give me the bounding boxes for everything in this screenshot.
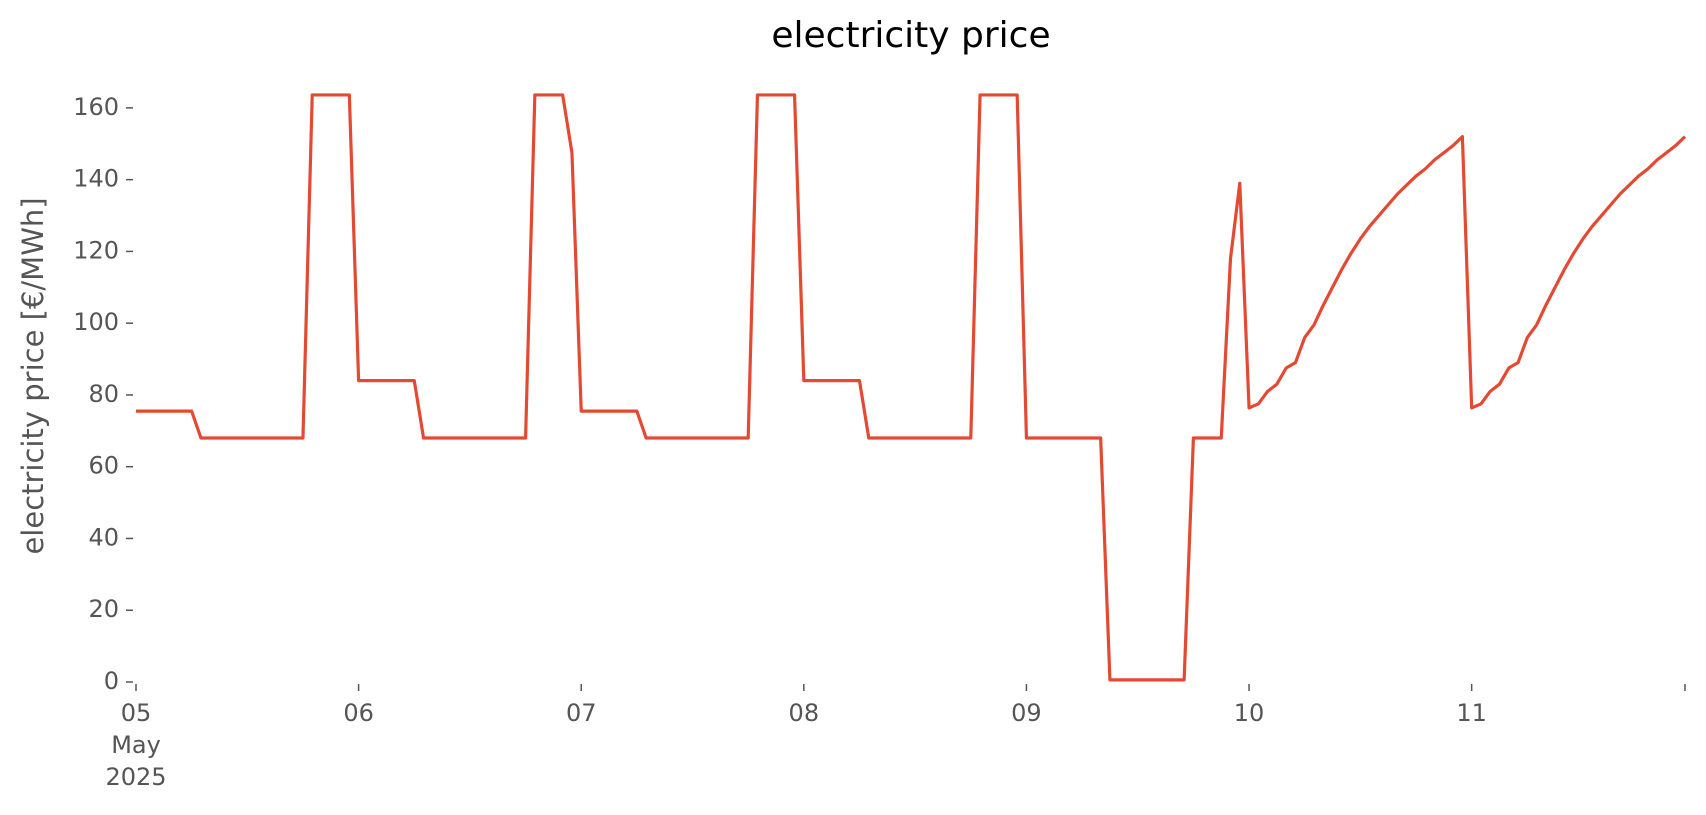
price-line	[136, 93, 1687, 682]
y-tick-label: 100	[73, 308, 119, 336]
x-tick-label: 06	[343, 699, 374, 727]
y-axis-label: electricity price [€/MWh]	[16, 197, 50, 554]
chart-title: electricity price	[771, 15, 1050, 56]
x-tick-sublabel: 2025	[105, 763, 166, 791]
x-tick-label: 05	[121, 699, 152, 727]
x-tick-label: 09	[1011, 699, 1042, 727]
y-tick-label: 60	[88, 452, 119, 480]
y-tick-label: 0	[104, 667, 119, 695]
y-tick-label: 40	[88, 523, 119, 551]
y-tick-label: 160	[73, 93, 119, 121]
y-tick-label: 20	[88, 595, 119, 623]
x-tick-label: 08	[789, 699, 820, 727]
x-tick-label: 07	[566, 699, 597, 727]
y-tick-label: 120	[73, 236, 119, 264]
y-tick-label: 80	[88, 380, 119, 408]
x-tick-label: 10	[1234, 699, 1265, 727]
x-tick-label: 11	[1456, 699, 1487, 727]
x-tick-sublabel: May	[111, 731, 161, 759]
y-tick-label: 140	[73, 165, 119, 193]
